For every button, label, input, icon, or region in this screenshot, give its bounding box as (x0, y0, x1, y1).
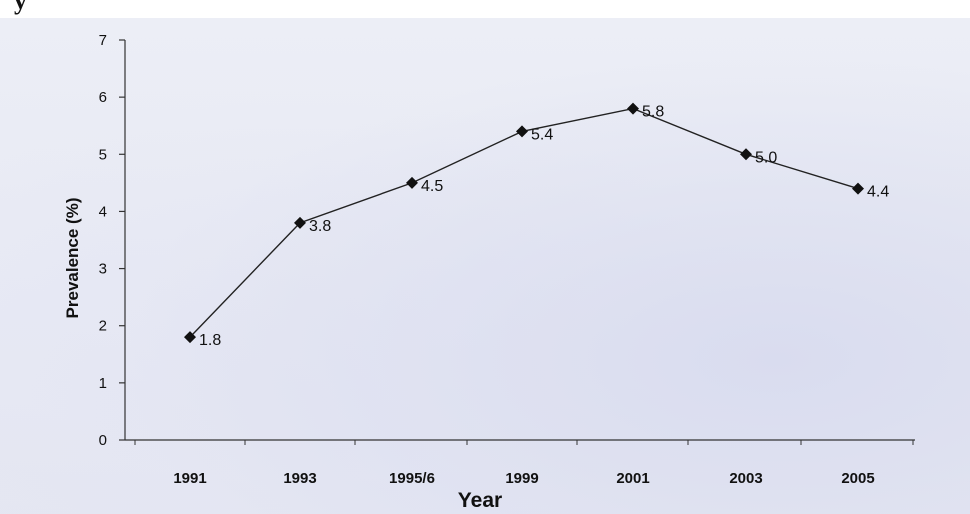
data-label: 3.8 (309, 218, 331, 235)
data-point-marker (627, 102, 639, 115)
data-label: 1.8 (199, 332, 221, 349)
y-tick-label: 0 (99, 432, 107, 449)
data-point-marker (852, 182, 864, 195)
data-point-marker (516, 125, 528, 138)
y-tick-label: 5 (99, 146, 107, 163)
y-tick-label: 6 (99, 89, 107, 106)
x-tick-label: 1991 (173, 470, 206, 487)
chart-series: 1.8 3.8 4.5 5.4 5.8 5.0 4.4 (184, 102, 889, 349)
data-label: 4.4 (867, 184, 889, 201)
y-tick-label: 7 (99, 32, 107, 49)
y-tick-label: 3 (99, 261, 107, 278)
y-tick-label: 4 (99, 203, 107, 220)
x-tick-label: 2003 (729, 470, 762, 487)
x-tick-label: 2005 (841, 470, 874, 487)
top-strip (0, 0, 970, 18)
x-tick-label: 2001 (616, 470, 649, 487)
y-tick-label: 1 (99, 375, 107, 392)
series-line (189, 107, 859, 338)
x-axis-ticks: 1991 1993 1995/6 1999 2001 2003 2005 (134, 440, 914, 487)
data-point-marker (184, 331, 196, 344)
y-axis-title: Prevalence (%) (63, 198, 82, 319)
data-point-marker (740, 148, 752, 161)
y-tick-label: 2 (99, 318, 107, 335)
x-tick-label: 1999 (505, 470, 538, 487)
data-label: 5.4 (531, 126, 553, 143)
data-label: 4.5 (421, 178, 443, 195)
data-point-marker (294, 216, 306, 229)
cropped-heading-text: y (14, 0, 27, 15)
chart-axes (124, 40, 915, 441)
y-axis-ticks: 0 1 2 3 4 5 6 7 (99, 32, 125, 449)
data-point-marker (406, 176, 418, 189)
x-tick-label: 1995/6 (389, 470, 435, 487)
x-axis-title: Year (458, 489, 502, 512)
x-tick-label: 1993 (283, 470, 316, 487)
data-label: 5.0 (755, 149, 777, 166)
data-label: 5.8 (642, 104, 664, 121)
